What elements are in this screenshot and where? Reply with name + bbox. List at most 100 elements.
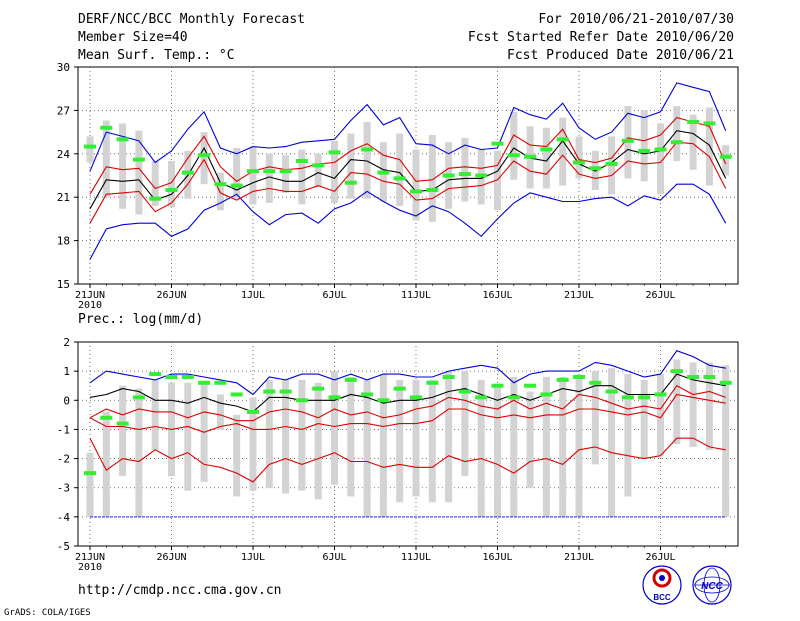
temp-observed-mark <box>100 125 113 130</box>
temp-range-box <box>282 155 290 193</box>
temp-range-box <box>657 123 664 195</box>
temp-range-box <box>249 146 257 205</box>
temp-y-tick-label: 15 <box>57 278 70 291</box>
prec-range-box <box>282 379 290 494</box>
prec-x-tick-label: 11JUL <box>401 552 431 563</box>
prec-range-box <box>559 376 567 517</box>
temp-observed-mark <box>132 157 145 162</box>
prec-observed-mark <box>279 389 292 394</box>
prec-observed-mark <box>247 409 259 414</box>
temp-series-upper <box>89 116 727 195</box>
temp-observed-mark <box>507 153 520 158</box>
temp-x-tick-label: 21JUN <box>75 290 105 301</box>
temp-range-box <box>216 172 224 211</box>
prec-y-tick-label: -5 <box>57 540 70 553</box>
temp-observed-mark <box>556 137 569 142</box>
temp-range-box <box>705 107 713 186</box>
temp-range-box <box>722 145 730 176</box>
temp-observed-mark <box>198 153 211 158</box>
temp-observed-mark <box>312 163 325 168</box>
temp-range-box <box>689 114 697 170</box>
prec-observed-mark <box>116 421 129 426</box>
prec-y-tick-label: 0 <box>63 394 70 407</box>
prec-observed-mark <box>84 471 96 476</box>
temp-observed-mark <box>703 121 716 126</box>
temp-observed-mark <box>84 144 96 149</box>
prec-observed-mark <box>507 395 520 400</box>
prec-range-box <box>722 365 730 517</box>
temp-x-tick-label: 26JUL <box>645 290 675 301</box>
prec-observed-mark <box>442 374 455 379</box>
prec-series-upper <box>89 384 726 422</box>
temp-observed-mark <box>344 180 357 185</box>
ncc-logo: NCC <box>692 565 732 605</box>
temp-observed-mark <box>458 172 471 177</box>
temp-range-box <box>102 120 110 198</box>
prec-x-tick-label: 21JUL <box>564 552 594 563</box>
temp-series-max <box>89 183 727 260</box>
prec-x-tick-label: 21JUN <box>75 552 105 563</box>
prec-observed-mark <box>654 392 667 397</box>
prec-y-tick-label: -3 <box>57 482 70 495</box>
prec-observed-mark <box>605 389 618 394</box>
prec-x-tick-label: 26JUN <box>156 552 186 563</box>
bcc-logo-text: BCC <box>653 593 671 602</box>
temp-observed-mark <box>247 169 259 174</box>
prec-observed-mark <box>589 380 602 385</box>
temp-observed-mark <box>230 183 243 188</box>
temp-range-box <box>331 140 338 203</box>
prec-observed-mark <box>703 374 716 379</box>
prec-y-tick-label: -2 <box>57 453 70 466</box>
temp-range-box <box>591 150 599 190</box>
prec-observed-mark <box>230 392 243 397</box>
temp-x-tick-label: 6JUL <box>322 290 346 301</box>
temp-range-box <box>510 111 518 180</box>
temp-range-box <box>86 136 94 163</box>
prec-observed-mark <box>573 374 585 379</box>
prec-observed-mark <box>410 395 422 400</box>
prec-range-box <box>591 371 599 465</box>
temp-range-box <box>151 161 159 206</box>
temp-observed-mark <box>116 137 129 142</box>
prec-observed-mark <box>638 395 651 400</box>
forecast-produced: Fcst Produced Date 2010/06/21 <box>507 48 734 63</box>
prec-y-tick-label: 2 <box>63 336 70 349</box>
temp-range-box <box>298 149 306 205</box>
prec-observed-mark <box>426 380 439 385</box>
temp-observed-mark <box>638 148 651 153</box>
temp-x-tick-label: 26JUN <box>156 290 186 301</box>
source-url[interactable]: http://cmdp.ncc.cma.gov.cn <box>78 583 282 598</box>
prec-observed-mark <box>263 389 276 394</box>
temp-observed-mark <box>361 147 374 152</box>
prec-x-tick-label: 1JUL <box>241 552 265 563</box>
prec-observed-mark <box>344 377 357 382</box>
prec-range-box <box>331 371 338 485</box>
temp-observed-mark <box>719 154 732 159</box>
prec-observed-mark <box>687 374 700 379</box>
temp-observed-mark <box>540 147 553 152</box>
temp-observed-mark <box>214 182 227 187</box>
temp-x-tick-label: 16JUL <box>482 290 512 301</box>
prec-range-box <box>624 374 632 497</box>
prec-range-box <box>673 359 681 444</box>
temp-observed-mark <box>377 170 390 175</box>
temp-range-box <box>640 110 648 182</box>
temp-observed-mark <box>426 187 439 192</box>
prec-observed-mark <box>312 386 325 391</box>
prec-observed-mark <box>491 383 504 388</box>
prec-range-box <box>510 376 518 517</box>
temp-observed-mark <box>279 169 292 174</box>
prec-observed-mark <box>295 398 308 403</box>
prec-observed-mark <box>621 395 634 400</box>
variable-bottom-label: Prec.: log(mm/d) <box>78 312 204 327</box>
prec-x-year-label: 2010 <box>78 562 102 573</box>
prec-observed-mark <box>181 374 194 379</box>
temp-range-box <box>494 150 501 211</box>
forecast-period: For 2010/06/21-2010/07/30 <box>538 12 734 27</box>
temp-series-mean <box>89 130 727 210</box>
temp-series-lower <box>89 141 727 224</box>
temp-observed-mark <box>589 166 602 171</box>
prec-range-box <box>233 414 241 497</box>
prec-x-tick-label: 26JUL <box>645 552 675 563</box>
